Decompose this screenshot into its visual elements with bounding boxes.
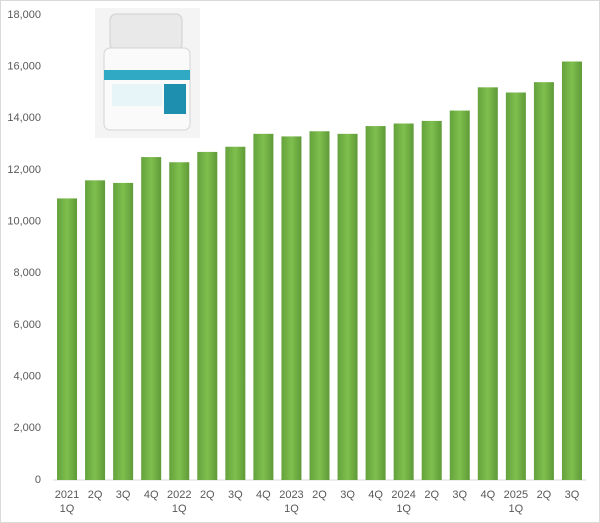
y-tick-label: 10,000 [7,216,41,228]
bar [225,146,246,480]
x-tick-label: 3Q [452,489,467,501]
x-tick-label: 2Q [312,489,327,501]
y-tick-label: 2,000 [13,422,41,434]
bar [113,182,134,480]
x-tick-label: 1Q [509,503,524,515]
x-tick-year: 2024 [391,489,415,501]
bottle-label-band [104,70,190,80]
bar [421,120,442,481]
bottle-label-side [164,84,186,114]
bar [57,198,78,480]
x-tick-label: 3Q [228,489,243,501]
x-tick-label: 3Q [565,489,580,501]
x-tick-label: 2Q [200,489,215,501]
x-tick-label: 4Q [256,489,271,501]
bar [141,157,162,481]
x-tick-label: 3Q [340,489,355,501]
bar [533,82,554,481]
y-tick-label: 0 [35,474,41,486]
x-tick-year: 2023 [279,489,303,501]
y-tick-label: 4,000 [13,371,41,383]
x-tick-label: 1Q [172,503,187,515]
bar [85,180,106,481]
bar [253,133,274,481]
product-image [95,8,200,138]
x-tick-year: 2022 [167,489,191,501]
x-tick-label: 2Q [88,489,103,501]
bar [337,133,358,481]
bar [197,151,218,480]
y-tick-label: 12,000 [7,164,41,176]
y-tick-label: 14,000 [7,112,41,124]
x-tick-label: 3Q [116,489,131,501]
plot-area: 0 2,000 4,000 6,000 8,000 10,000 12,000 14,000 1… [7,9,586,515]
bottle-label [112,84,162,106]
bar [561,61,582,480]
bottle-cap [109,13,183,51]
y-tick-label: 6,000 [13,319,41,331]
bar [365,126,386,480]
x-tick-label: 1Q [284,503,299,515]
x-tick-label: 4Q [368,489,383,501]
bar [449,110,470,480]
x-tick-year: 2025 [504,489,528,501]
y-tick-label: 8,000 [13,267,41,279]
x-tick-label: 1Q [396,503,411,515]
x-tick-label: 1Q [60,503,75,515]
bar [393,123,414,480]
x-tick-label: 4Q [480,489,495,501]
x-tick-year: 2021 [55,489,79,501]
y-tick-label: 16,000 [7,61,41,73]
bar [505,92,526,480]
y-tick-label: 18,000 [7,9,41,21]
x-tick-label: 2Q [424,489,439,501]
bar [477,87,498,480]
x-tick-label: 4Q [144,489,159,501]
bar [169,162,190,480]
bar [309,131,330,480]
bar [281,136,302,480]
x-tick-label: 2Q [537,489,552,501]
